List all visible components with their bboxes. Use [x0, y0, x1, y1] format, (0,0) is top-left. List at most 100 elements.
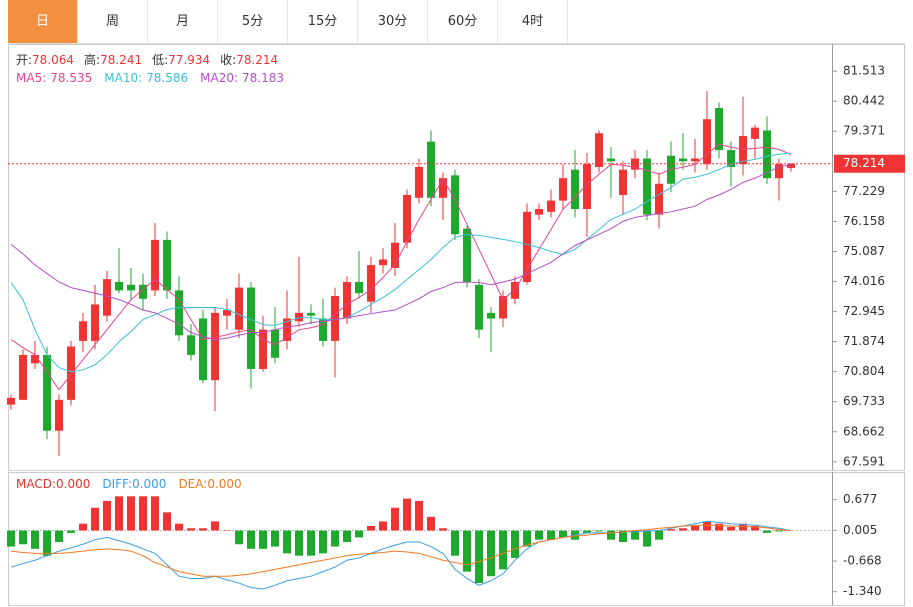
- candle-body: [559, 178, 567, 201]
- macd-bar: [331, 530, 339, 547]
- macd-bar: [271, 530, 279, 547]
- legend-value: 78.586: [146, 71, 188, 85]
- macd-bar: [91, 507, 99, 531]
- legend-value: 0.000: [132, 477, 166, 491]
- candle-body: [499, 296, 507, 319]
- candle-body: [475, 284, 483, 330]
- y-tick-label: 69.733: [843, 394, 885, 408]
- macd-bar: [367, 525, 375, 531]
- candle-body: [727, 150, 735, 167]
- ohlc-value: 77.934: [168, 53, 210, 67]
- candle-body: [31, 354, 39, 364]
- macd-bar: [175, 523, 183, 531]
- macd-bar: [295, 530, 303, 556]
- candle-body: [463, 228, 471, 282]
- candle-body: [199, 318, 207, 381]
- macd-bar: [307, 530, 315, 556]
- candle-body: [391, 242, 399, 268]
- ma-line: [10, 143, 792, 391]
- ma-line: [10, 164, 792, 341]
- candle-body: [571, 169, 579, 210]
- y-tick-label: 81.513: [843, 64, 885, 78]
- candle-body: [319, 318, 327, 341]
- macd-bar: [535, 530, 543, 540]
- panel-frame: [8, 44, 905, 471]
- legend-name: MA5:: [16, 71, 46, 85]
- macd-bar: [67, 530, 75, 533]
- candle-body: [235, 287, 243, 330]
- macd-bar: [379, 521, 387, 531]
- y-tick-label: -0.668: [843, 554, 882, 568]
- y-tick-label: 79.371: [843, 124, 885, 138]
- candle-body: [631, 158, 639, 170]
- candle-body: [259, 329, 267, 369]
- macd-bar: [703, 521, 711, 531]
- legend-name: MACD:: [16, 477, 56, 491]
- candle-body: [307, 312, 315, 316]
- candle-body: [751, 127, 759, 139]
- macd-bar: [739, 523, 747, 531]
- macd-bar: [259, 530, 267, 549]
- legend-value: 78.183: [242, 71, 284, 85]
- period-tab[interactable]: 15分: [288, 0, 358, 43]
- period-tab[interactable]: 5分: [218, 0, 288, 43]
- candle-body: [691, 158, 699, 162]
- period-tabs: 日周月 5分 15分 30分 60分 4时: [8, 0, 905, 44]
- macd-bar: [187, 528, 195, 531]
- macd-bar: [199, 528, 207, 531]
- candle-body: [7, 397, 15, 405]
- ohlc-value: 78.214: [236, 53, 278, 67]
- candle-body: [163, 239, 171, 291]
- candle-body: [583, 164, 591, 210]
- macd-bar: [751, 525, 759, 531]
- ohlc-readout: 开:78.064 高:78.241 低:77.934 收:78.214: [16, 52, 278, 67]
- candle-body: [739, 136, 747, 165]
- legend-name: MA20:: [200, 71, 238, 85]
- ohlc-value: 78.241: [100, 53, 142, 67]
- y-tick-label: 0.005: [843, 523, 877, 537]
- candle-body: [283, 318, 291, 341]
- period-tab[interactable]: 日: [8, 0, 78, 43]
- y-tick-label: 72.945: [843, 304, 885, 318]
- period-tab[interactable]: 60分: [428, 0, 498, 43]
- candle-body: [607, 158, 615, 162]
- macd-bar: [607, 530, 615, 540]
- period-tab[interactable]: 30分: [358, 0, 428, 43]
- macd-bar: [583, 530, 591, 533]
- macd-bar: [43, 530, 51, 556]
- candle-body: [535, 209, 543, 215]
- y-tick-label: 77.229: [843, 184, 885, 198]
- period-tab[interactable]: 4时: [498, 0, 568, 43]
- candle-body: [415, 166, 423, 198]
- macd-bar: [523, 530, 531, 547]
- period-tab[interactable]: 月: [148, 0, 218, 43]
- candle-body: [55, 399, 63, 431]
- macd-bar: [283, 530, 291, 554]
- candle-body: [115, 281, 123, 291]
- macd-legend: MACD:0.000 DIFF:0.000 DEA:0.000: [16, 477, 242, 491]
- y-tick-label: 74.016: [843, 274, 885, 288]
- macd-bar: [391, 507, 399, 531]
- macd-bar: [631, 530, 639, 540]
- macd-line: [10, 520, 792, 590]
- ohlc-label: 高:: [84, 52, 100, 67]
- candle-body: [79, 321, 87, 341]
- candle-body: [511, 281, 519, 299]
- macd-bar: [655, 530, 663, 540]
- ohlc-label: 低:: [152, 53, 168, 67]
- candle-body: [91, 304, 99, 341]
- candle-body: [43, 354, 51, 431]
- candle-body: [775, 164, 783, 179]
- y-tick-label: 76.158: [843, 214, 885, 228]
- macd-bar: [487, 530, 495, 577]
- candle-body: [715, 107, 723, 151]
- candle-body: [451, 175, 459, 235]
- macd-bar: [247, 530, 255, 549]
- period-tab[interactable]: 周: [78, 0, 148, 43]
- ohlc-value: 78.064: [32, 53, 74, 67]
- macd-bar: [31, 530, 39, 549]
- macd-bar: [427, 516, 435, 531]
- candle-body: [175, 290, 183, 336]
- macd-bar: [775, 530, 783, 532]
